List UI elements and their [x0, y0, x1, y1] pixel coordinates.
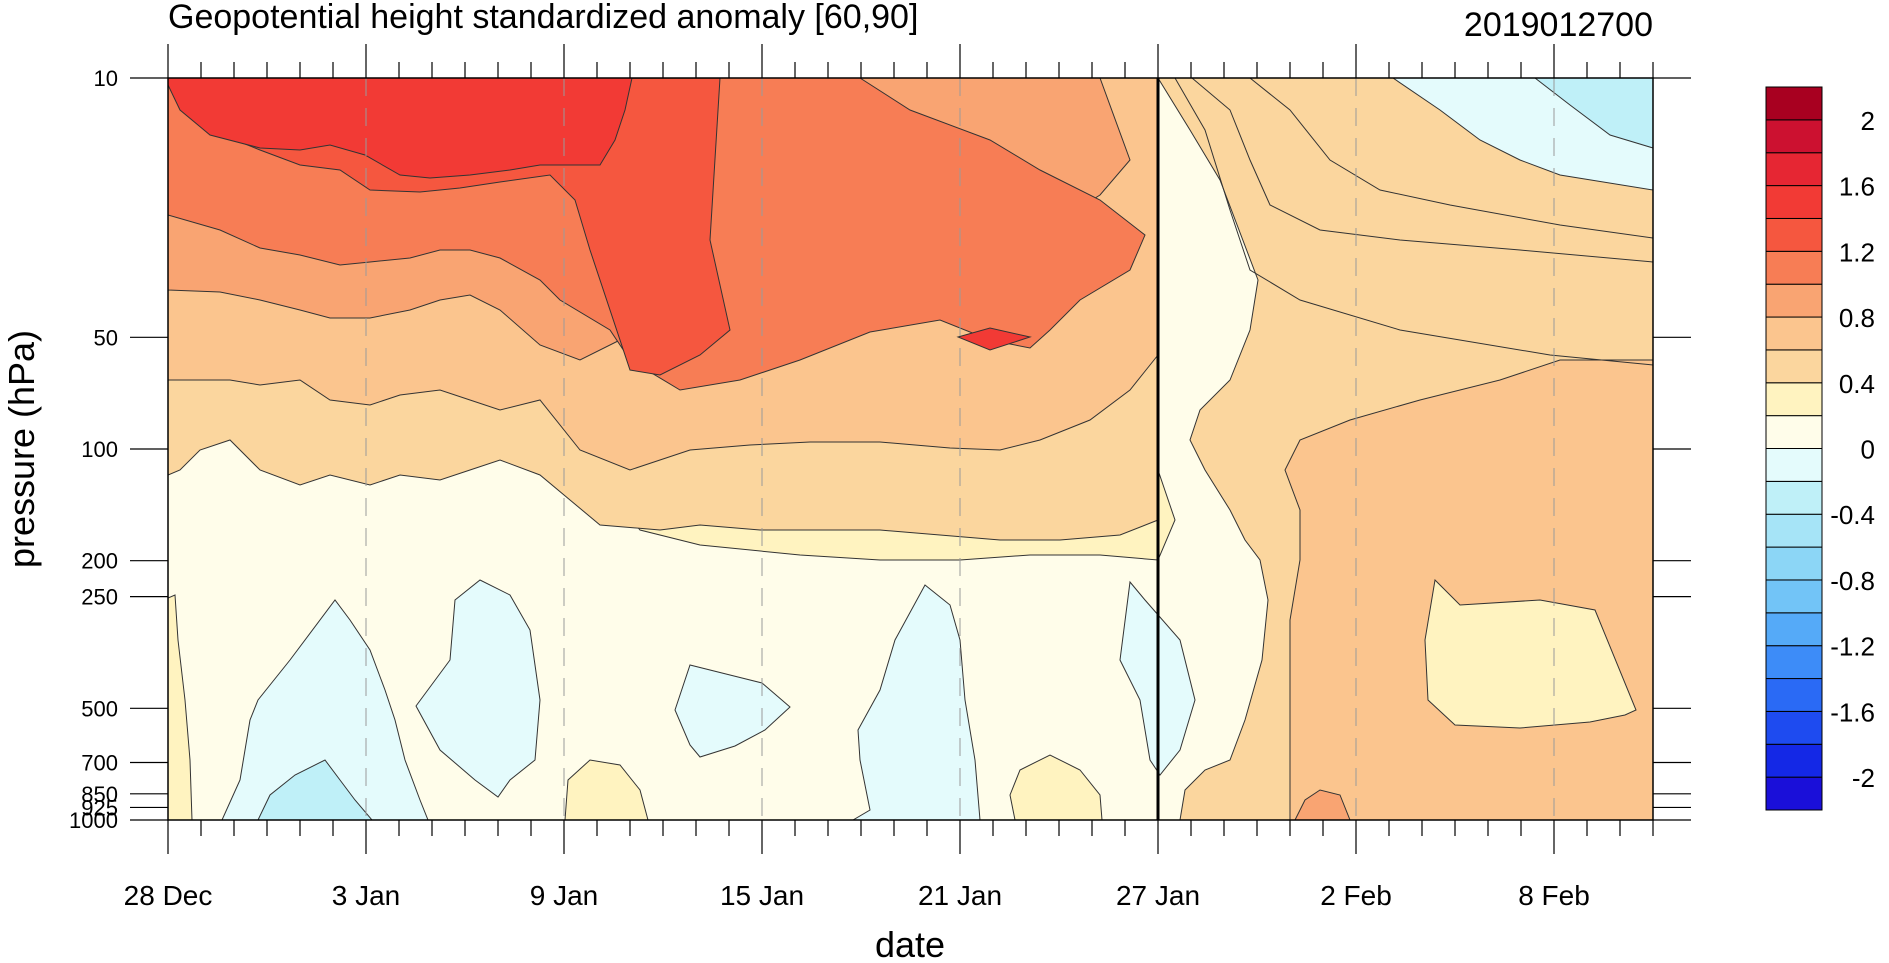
colorbar-label: 1.6 [1839, 172, 1875, 202]
y-tick-label: 200 [81, 549, 118, 574]
colorbar-label: 0.4 [1839, 369, 1875, 399]
colorbar-label: 0 [1861, 435, 1875, 465]
x-tick-label: 28 Dec [124, 880, 213, 911]
x-axis-ticks [167, 44, 1654, 854]
x-tick-label: 21 Jan [918, 880, 1002, 911]
contour-fill-neg-upper-right-2 [1534, 78, 1653, 149]
colorbar-label: -2 [1852, 763, 1875, 793]
chart-title: Geopotential height standardized anomaly… [168, 0, 918, 36]
colorbar-swatch [1765, 185, 1823, 219]
y-tick-label: 1000 [69, 808, 118, 833]
colorbar-swatch [1765, 513, 1823, 548]
contour-fill-small-max [956, 327, 1032, 351]
y-tick-label: 100 [81, 437, 118, 462]
contour-line-upper-right-1 [1191, 78, 1653, 263]
y-tick-label: 500 [81, 696, 118, 721]
colorbar-swatch [1765, 382, 1823, 417]
colorbar-swatch [1765, 119, 1823, 154]
contour-fill-pos-right-bump [1294, 789, 1351, 820]
colorbar-swatch [1765, 645, 1823, 680]
colorbar-swatch [1765, 152, 1823, 187]
colorbar-swatch [1765, 710, 1823, 745]
colorbar [1765, 86, 1823, 811]
colorbar-swatch [1765, 612, 1823, 647]
colorbar-swatch [1765, 448, 1823, 482]
y-tick-label: 250 [81, 585, 118, 610]
contour-fill-neg-3 [852, 584, 981, 820]
x-tick-label: 9 Jan [530, 880, 599, 911]
y-tick-label: 925 [81, 795, 118, 820]
contour-line-upper-right-2 [1249, 78, 1653, 239]
contour-fill-band-7 [168, 78, 633, 179]
x-tick-label: 15 Jan [720, 880, 804, 911]
colorbar-swatch [1765, 480, 1823, 515]
contour-fill-pos-blob-2 [1009, 754, 1103, 820]
x-tick-label: 2 Feb [1320, 880, 1392, 911]
colorbar-swatch [1765, 546, 1823, 581]
chart-title-right: 2019012700 [1464, 6, 1653, 44]
colorbar-swatch [1765, 217, 1823, 252]
contour-line-upper-right-3 [1174, 78, 1653, 366]
colorbar-swatch [1765, 579, 1823, 614]
colorbar-swatch [1765, 316, 1823, 351]
contour-fill-neg-2 [674, 664, 791, 758]
y-axis-title: pressure (hPa) [1, 330, 42, 568]
colorbar-labels: 2 1.6 1.2 0.8 0.4 0 -0.4 -0.8 -1.2 -1.6 -2 [1830, 106, 1875, 793]
colorbar-label: 0.8 [1839, 303, 1875, 333]
y-tick-label: 700 [81, 751, 118, 776]
colorbar-swatch [1765, 678, 1823, 712]
colorbar-swatch [1765, 250, 1823, 285]
x-gridlines [365, 78, 1555, 820]
contour-fill-neg-1 [415, 579, 541, 798]
colorbar-swatch [1765, 776, 1823, 811]
contour-fills [168, 78, 1653, 820]
x-tick-label: 27 Jan [1116, 880, 1200, 911]
x-tick-label: 3 Jan [332, 880, 401, 911]
y-tick-label: 10 [94, 66, 118, 91]
contour-fill-pos-right-2 [1284, 359, 1653, 820]
contour-fill-pos-right-island [1424, 578, 1637, 729]
colorbar-swatch [1765, 86, 1823, 121]
colorbar-label: -0.4 [1830, 500, 1875, 530]
colorbar-label: -1.2 [1830, 632, 1875, 662]
colorbar-label: 2 [1861, 106, 1875, 136]
contour-fill-pos-low-left [168, 594, 193, 820]
y-axis-ticks [130, 77, 1691, 821]
contour-fill-neg-lower-left-2 [257, 759, 373, 820]
colorbar-label: 1.2 [1839, 237, 1875, 267]
x-tick-label: 8 Feb [1518, 880, 1590, 911]
y-tick-label: 50 [94, 325, 118, 350]
y-tick-label: 850 [81, 782, 118, 807]
x-axis-title: date [875, 924, 945, 963]
colorbar-swatch [1765, 283, 1823, 318]
colorbar-swatch [1765, 415, 1823, 449]
colorbar-swatch [1765, 743, 1823, 778]
colorbar-label: -0.8 [1830, 566, 1875, 596]
contour-fill-neg-lower-left [221, 599, 429, 820]
colorbar-label: -1.6 [1830, 697, 1875, 727]
contour-fill-pos-blob-1 [564, 759, 649, 820]
colorbar-swatch [1765, 349, 1823, 384]
x-tick-labels: 28 Dec 3 Jan 9 Jan 15 Jan 21 Jan 27 Jan 2 Feb 8… [124, 880, 1590, 911]
